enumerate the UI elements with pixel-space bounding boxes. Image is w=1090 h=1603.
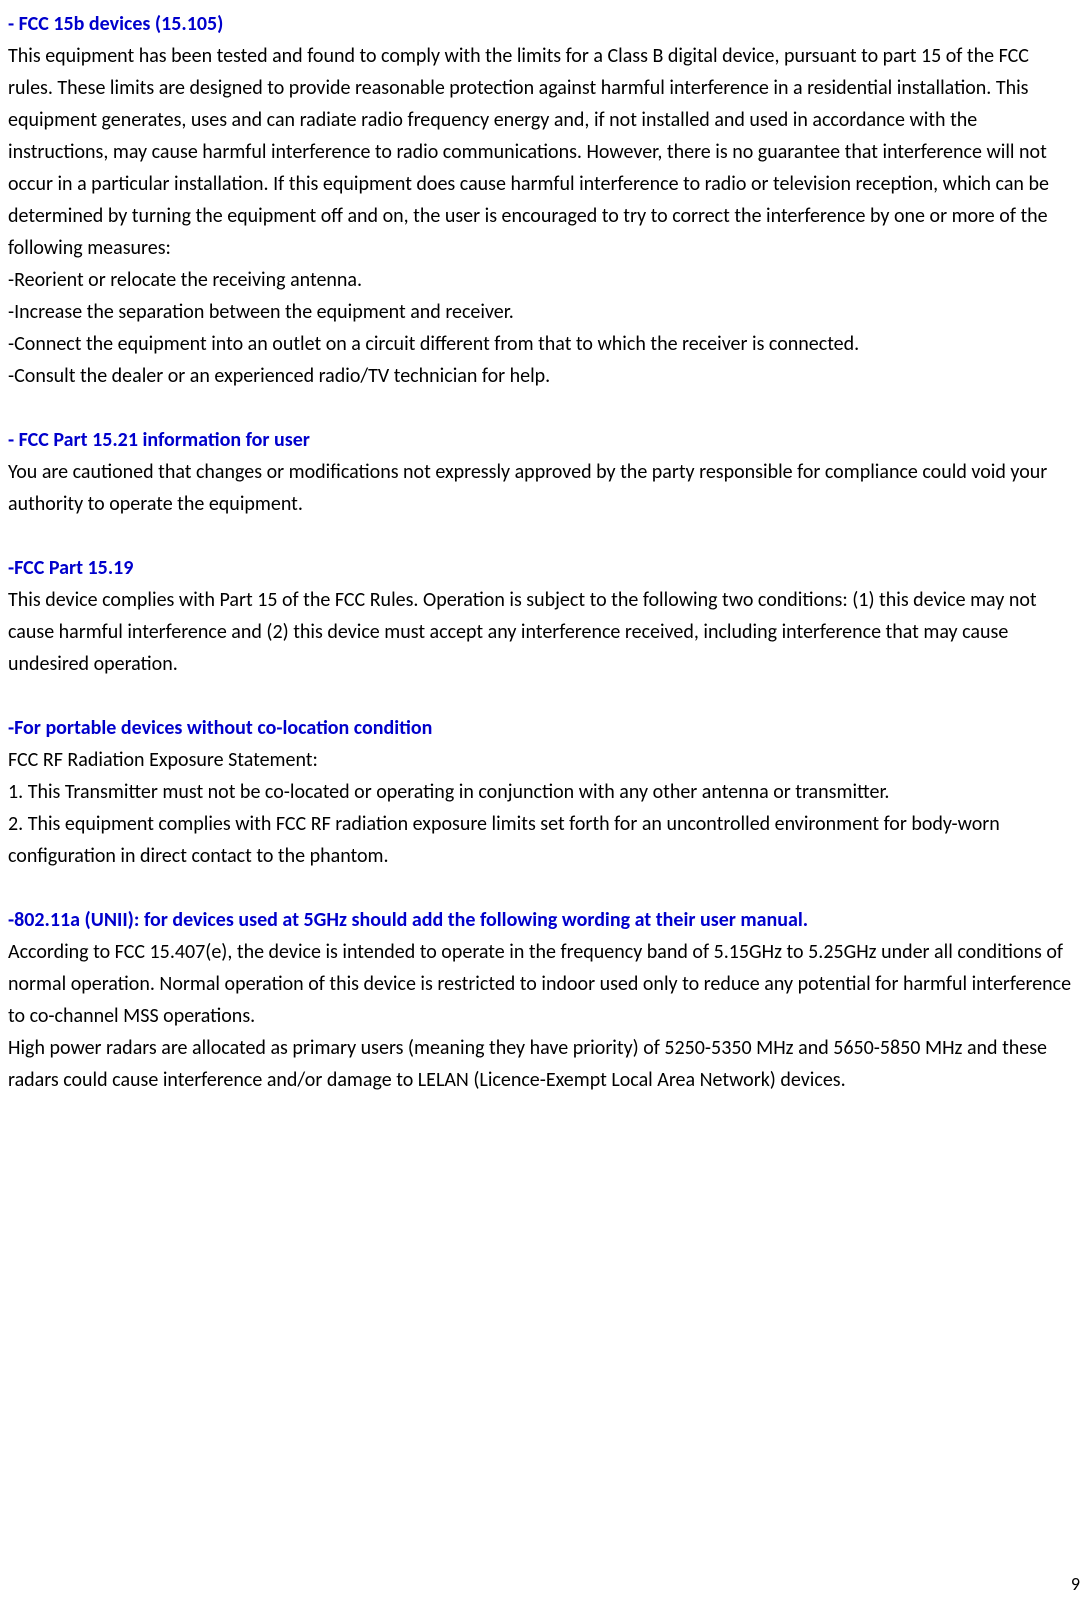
section-fcc-1519: -FCC Part 15.19 This device complies wit… xyxy=(8,552,1078,680)
heading-fcc-1519: -FCC Part 15.19 xyxy=(8,552,1078,584)
body-text: High power radars are allocated as prima… xyxy=(8,1032,1078,1096)
section-spacer xyxy=(8,680,1078,712)
section-spacer xyxy=(8,872,1078,904)
body-text: According to FCC 15.407(e), the device i… xyxy=(8,936,1078,1032)
body-text: This equipment has been tested and found… xyxy=(8,40,1078,232)
section-portable-devices: -For portable devices without co-locatio… xyxy=(8,712,1078,872)
bullet-text: -Connect the equipment into an outlet on… xyxy=(8,328,1078,360)
body-text: You are cautioned that changes or modifi… xyxy=(8,456,1078,520)
heading-fcc-1521: - FCC Part 15.21 information for user xyxy=(8,424,1078,456)
body-text: 2. This equipment complies with FCC RF r… xyxy=(8,808,1078,872)
body-text: This device complies with Part 15 of the… xyxy=(8,584,1078,680)
section-80211a: -802.11a (UNII): for devices used at 5GH… xyxy=(8,904,1078,1096)
bullet-text: -Consult the dealer or an experienced ra… xyxy=(8,360,1078,392)
body-text: 1. This Transmitter must not be co-locat… xyxy=(8,776,1078,808)
section-fcc-1521: - FCC Part 15.21 information for user Yo… xyxy=(8,424,1078,520)
body-text: FCC RF Radiation Exposure Statement: xyxy=(8,744,1078,776)
section-spacer xyxy=(8,392,1078,424)
heading-portable-devices: -For portable devices without co-locatio… xyxy=(8,712,1078,744)
body-text: following measures: xyxy=(8,232,1078,264)
page-number: 9 xyxy=(1071,1570,1080,1599)
bullet-text: -Increase the separation between the equ… xyxy=(8,296,1078,328)
heading-80211a: -802.11a (UNII): for devices used at 5GH… xyxy=(8,904,1078,936)
heading-fcc-15b: - FCC 15b devices (15.105) xyxy=(8,8,1078,40)
section-spacer xyxy=(8,520,1078,552)
bullet-text: -Reorient or relocate the receiving ante… xyxy=(8,264,1078,296)
section-fcc-15b: - FCC 15b devices (15.105) This equipmen… xyxy=(8,8,1078,392)
